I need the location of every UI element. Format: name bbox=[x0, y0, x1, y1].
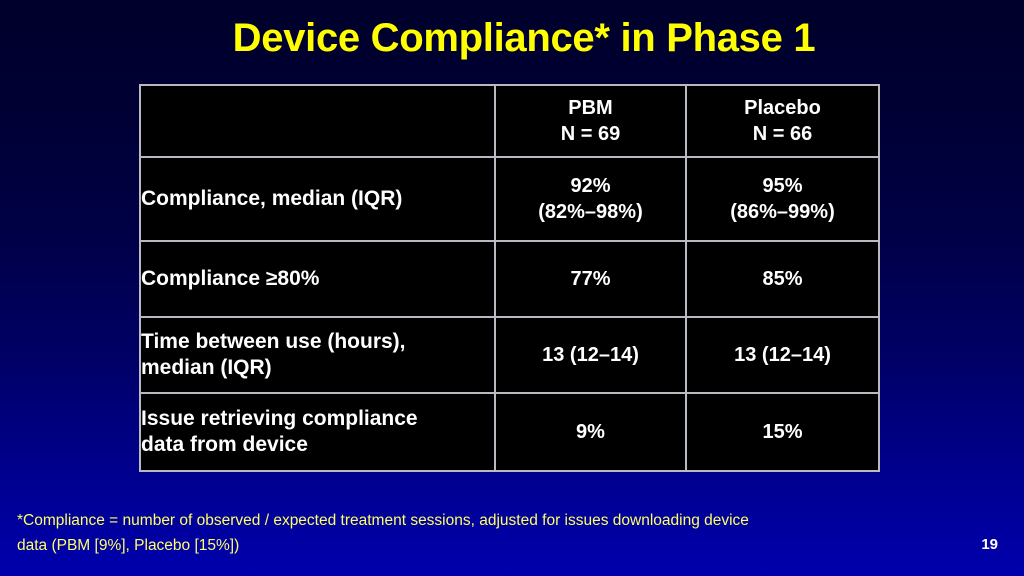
pbm-header-count: N = 69 bbox=[560, 123, 621, 145]
cell-placebo-issue-retrieving-data: 15% bbox=[685, 392, 880, 472]
table-row: Compliance, median (IQR) 92% (82%–98%) 9… bbox=[139, 156, 880, 242]
cell-value-range: (86%–99%) bbox=[730, 201, 835, 223]
cell-pbm-time-between-use: 13 (12–14) bbox=[494, 316, 687, 394]
placebo-header-count: N = 66 bbox=[752, 123, 813, 145]
table-row: Compliance ≥80% 77% 85% bbox=[139, 240, 880, 318]
cell-placebo-compliance-over-80: 85% bbox=[685, 240, 880, 318]
table-header-blank bbox=[139, 84, 496, 158]
row-label-line2: data from device bbox=[141, 433, 308, 456]
row-label-time-between-use: Time between use (hours), median (IQR) bbox=[139, 316, 496, 394]
row-label-line1: Issue retrieving compliance bbox=[141, 407, 418, 431]
row-label-compliance-median: Compliance, median (IQR) bbox=[139, 156, 496, 242]
cell-placebo-time-between-use: 13 (12–14) bbox=[685, 316, 880, 394]
table-row: Time between use (hours), median (IQR) 1… bbox=[139, 316, 880, 394]
row-label-line2: median (IQR) bbox=[141, 356, 272, 379]
footnote-line-2: data (PBM [9%], Placebo [15%]) bbox=[17, 537, 240, 555]
cell-pbm-compliance-median: 92% (82%–98%) bbox=[494, 156, 687, 242]
cell-pbm-issue-retrieving-data: 9% bbox=[494, 392, 687, 472]
row-label-issue-retrieving-data: Issue retrieving compliance data from de… bbox=[139, 392, 496, 472]
page-number: 19 bbox=[981, 536, 998, 553]
row-label-line1: Time between use (hours), bbox=[141, 330, 406, 354]
table-header-pbm: PBM N = 69 bbox=[494, 84, 687, 158]
pbm-header-label: PBM bbox=[568, 96, 613, 119]
table-header-placebo: Placebo N = 66 bbox=[685, 84, 880, 158]
compliance-table: PBM N = 69 Placebo N = 66 Compliance, me… bbox=[139, 84, 880, 472]
table-header-row: PBM N = 69 Placebo N = 66 bbox=[139, 84, 880, 158]
cell-value-range: (82%–98%) bbox=[538, 201, 643, 223]
page-title: Device Compliance* in Phase 1 bbox=[232, 16, 816, 60]
compliance-table-container: PBM N = 69 Placebo N = 66 Compliance, me… bbox=[139, 84, 880, 472]
table-row: Issue retrieving compliance data from de… bbox=[139, 392, 880, 472]
cell-pbm-compliance-over-80: 77% bbox=[494, 240, 687, 318]
row-label-compliance-over-80: Compliance ≥80% bbox=[139, 240, 496, 318]
footnote-line-1: *Compliance = number of observed / expec… bbox=[17, 512, 749, 529]
cell-value-primary: 95% bbox=[762, 175, 803, 197]
cell-placebo-compliance-median: 95% (86%–99%) bbox=[685, 156, 880, 242]
placebo-header-label: Placebo bbox=[744, 96, 821, 119]
footnote: *Compliance = number of observed / expec… bbox=[17, 508, 967, 558]
cell-value-primary: 92% bbox=[570, 175, 611, 197]
